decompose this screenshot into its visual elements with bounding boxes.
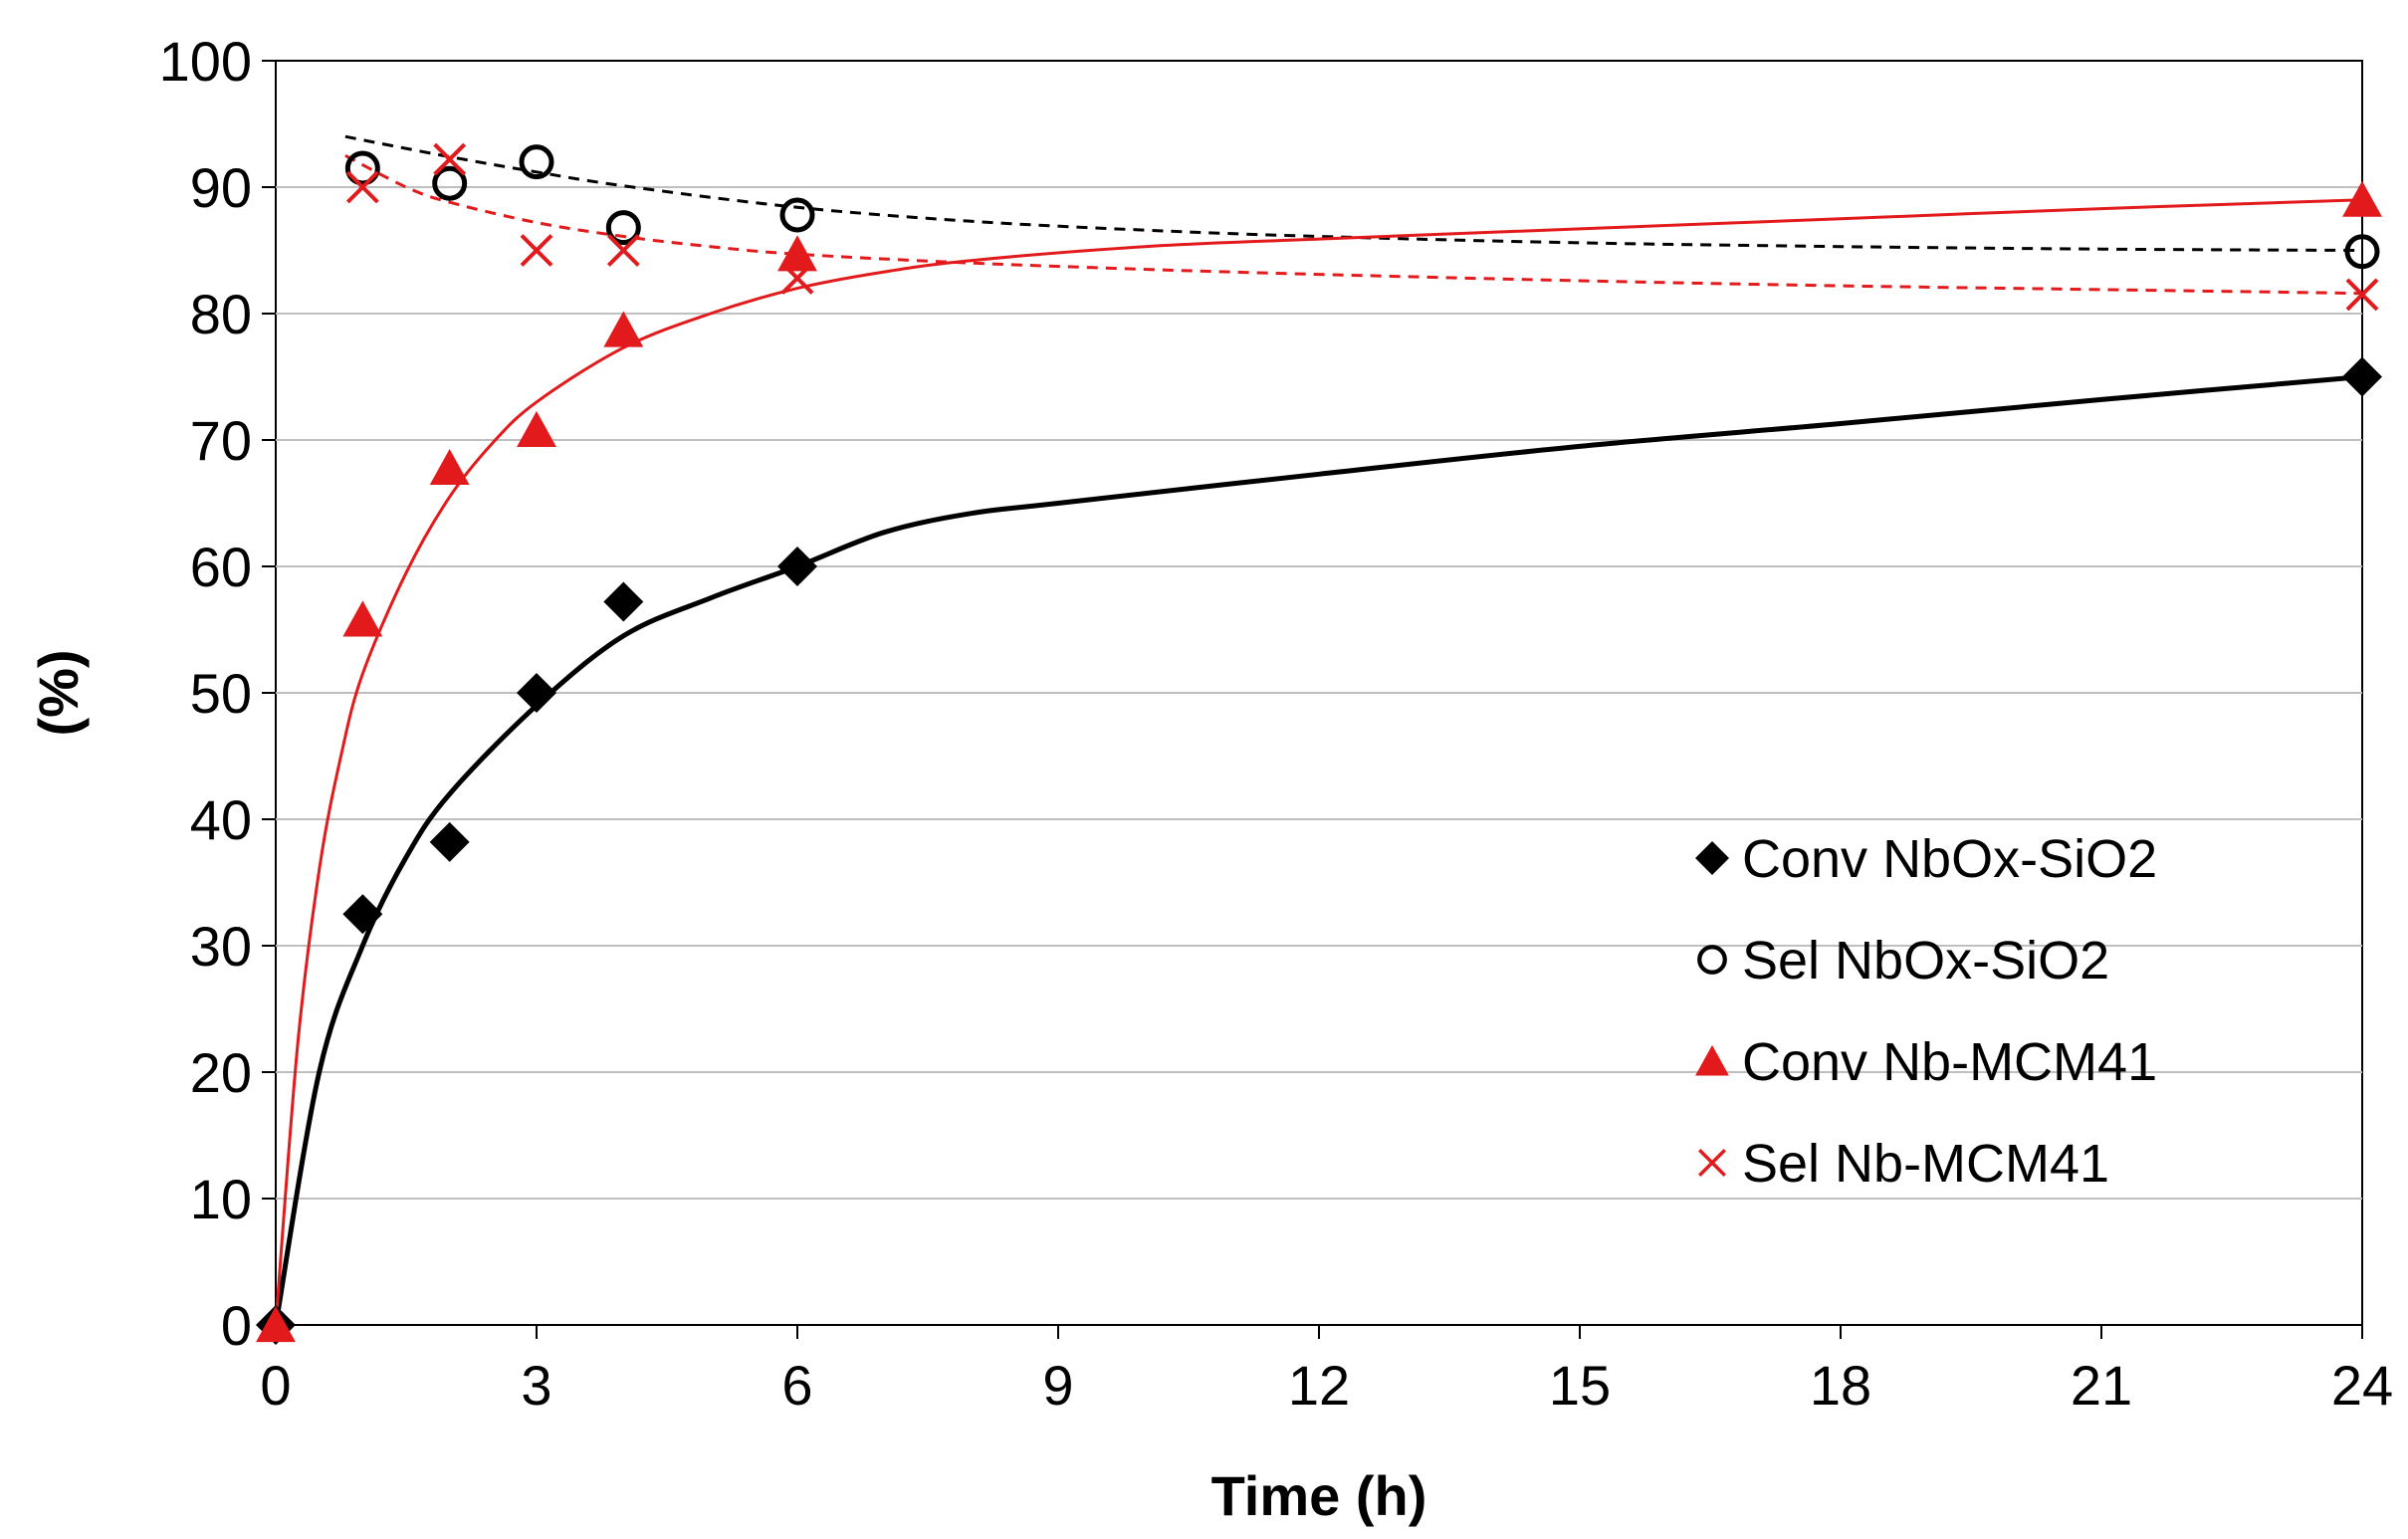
x-tick-label-21: 21: [2071, 1354, 2132, 1417]
x-tick-label-0: 0: [260, 1354, 291, 1417]
data-point-s4-4: [606, 234, 640, 267]
y-tick-label-30: 30: [190, 915, 252, 978]
data-point-s2-1: [344, 150, 380, 186]
data-point-s4-1: [345, 170, 379, 204]
data-point-s3-1: [256, 1306, 296, 1343]
y-tick-label-20: 20: [190, 1041, 252, 1104]
y-tick-label-0: 0: [221, 1294, 252, 1357]
y-axis-title: (%): [27, 649, 90, 736]
trendline-4: [344, 153, 2363, 296]
y-tick-label-10: 10: [190, 1168, 252, 1230]
data-point-s2-2: [432, 165, 468, 201]
data-point-s4-3: [520, 234, 553, 267]
trendline-2: [344, 134, 2363, 252]
axes: 0 10 20 30 40 50 60 70 80 90 100 0 3 6 9 12 15 18 21 24: [159, 30, 2394, 1417]
data-point-s3-6: [777, 235, 817, 272]
y-tick-label-60: 60: [190, 536, 252, 598]
data-point-s1-7: [2342, 356, 2382, 397]
x-tick-label-18: 18: [1810, 1354, 1871, 1417]
y-tick-label-80: 80: [190, 283, 252, 345]
data-point-s1-6: [777, 547, 817, 586]
y-tick-label-40: 40: [190, 788, 252, 851]
data-point-s2-6: [2344, 234, 2380, 270]
legend-label-4: Sel Nb-MCM41: [1742, 1134, 2109, 1194]
legend-marker-3: [1695, 1044, 1729, 1076]
data-point-s1-4: [517, 673, 556, 713]
x-tick-label-15: 15: [1549, 1354, 1611, 1417]
data-point-s1-2: [342, 894, 383, 935]
plot-area: 0 10 20 30 40 50 60 70 80 90 100 0 3 6 9 12 15 18 21 24: [159, 30, 2394, 1417]
data-point-s2-3: [519, 144, 554, 180]
legend-label-2: Sel NbOx-SiO2: [1742, 931, 2109, 990]
data-markers: [256, 142, 2382, 1345]
data-point-s1-5: [603, 581, 644, 622]
x-axis-title: Time (h): [1211, 1464, 1427, 1527]
x-tick-label-24: 24: [2331, 1354, 2393, 1417]
legend-marker-1: [1695, 841, 1729, 875]
legend-marker-2: [1697, 945, 1727, 975]
data-point-s4-2: [433, 142, 467, 176]
y-tick-label-90: 90: [190, 156, 252, 219]
data-point-s2-5: [779, 197, 815, 233]
y-tick-label-50: 50: [190, 662, 252, 725]
legend-label-3: Conv Nb-MCM41: [1742, 1032, 2157, 1092]
data-point-s3-3: [429, 448, 470, 486]
legend-marker-4: [1698, 1149, 1726, 1177]
x-tick-label-12: 12: [1288, 1354, 1350, 1417]
x-tick-label-6: 6: [781, 1354, 812, 1417]
data-point-s2-4: [605, 210, 641, 246]
trendline-1: [273, 374, 2363, 1326]
data-point-s3-4: [517, 410, 556, 447]
legend-label-1: Conv NbOx-SiO2: [1742, 829, 2157, 889]
legend: Conv NbOx-SiO2 Sel NbOx-SiO2 Conv Nb-MCM41…: [1695, 829, 2157, 1194]
x-tick-label-9: 9: [1042, 1354, 1073, 1417]
data-point-s3-5: [603, 311, 644, 347]
trendlines: [273, 134, 2363, 1326]
data-point-s4-6: [2345, 278, 2379, 312]
data-point-s4-5: [780, 262, 814, 295]
data-point-s3-2: [342, 600, 383, 637]
data-point-s3-7: [2342, 180, 2382, 217]
trendline-3: [274, 198, 2363, 1326]
y-tick-label-100: 100: [159, 30, 252, 93]
x-tick-label-3: 3: [521, 1354, 551, 1417]
y-tick-label-70: 70: [190, 409, 252, 472]
data-point-s1-3: [429, 821, 470, 862]
